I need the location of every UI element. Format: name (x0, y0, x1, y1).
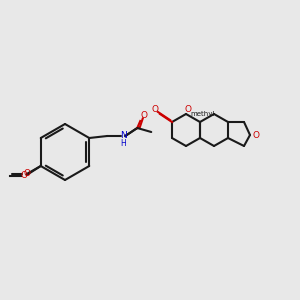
Text: O: O (141, 112, 148, 121)
Text: methyl: methyl (191, 111, 215, 117)
Text: H: H (120, 139, 126, 148)
Text: O: O (20, 172, 27, 181)
Text: O: O (184, 104, 191, 113)
Text: O: O (152, 104, 158, 113)
Text: N: N (120, 131, 127, 140)
Text: O: O (23, 169, 30, 178)
Text: O: O (253, 130, 260, 140)
